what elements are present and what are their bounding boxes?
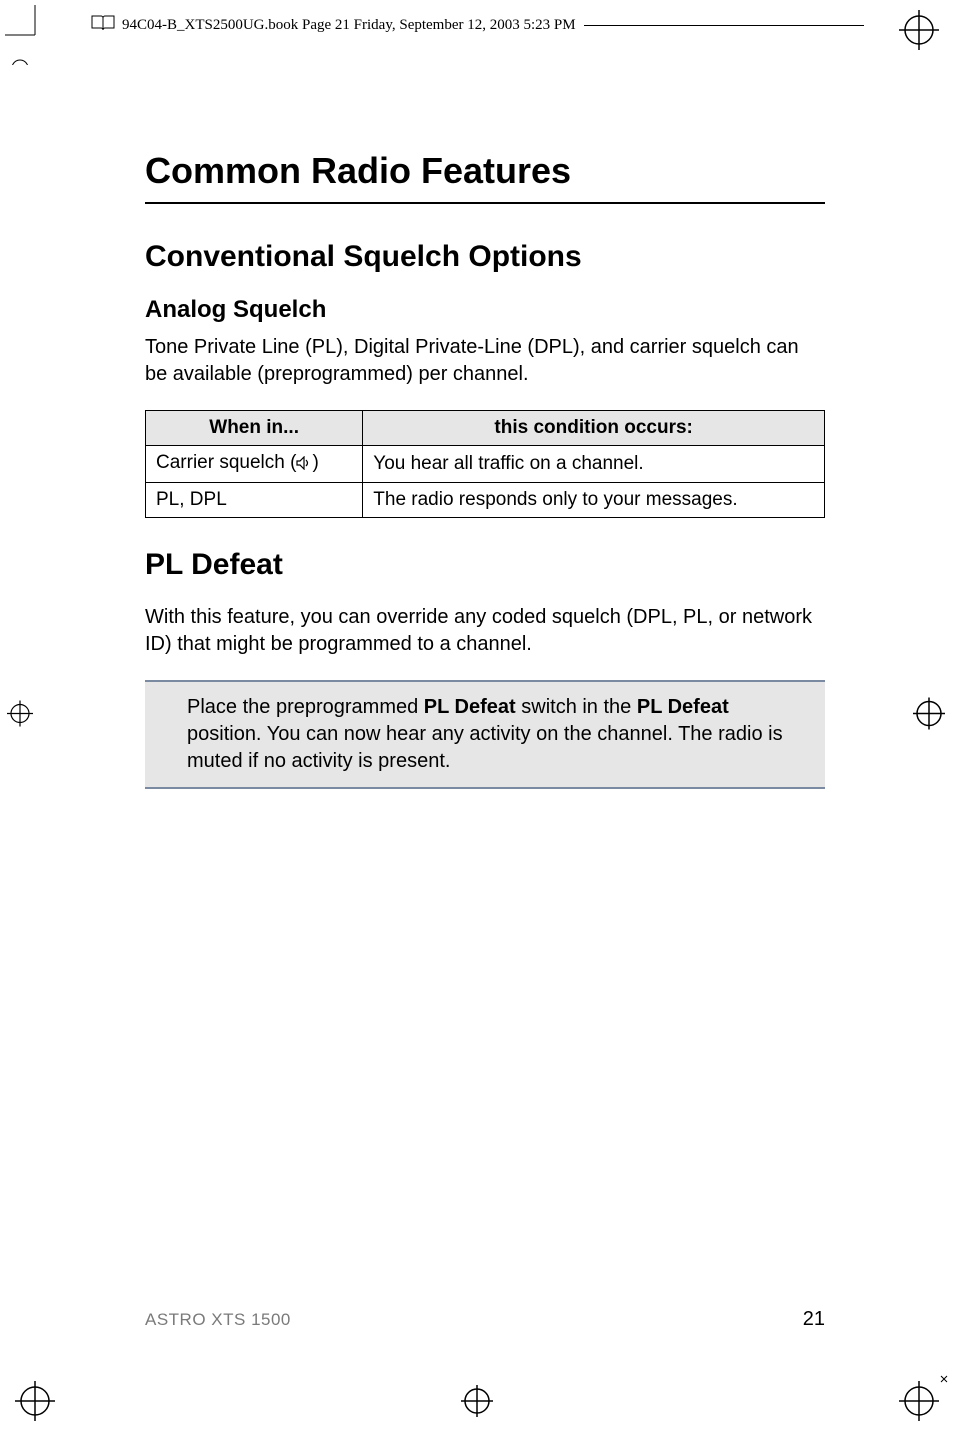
carrier-squelch-label-pre: Carrier squelch ( (156, 452, 296, 473)
running-header: 94C04-B_XTS2500UG.book Page 21 Friday, S… (90, 15, 864, 35)
callout-bold-2: PL Defeat (637, 696, 729, 718)
callout-bold-1: PL Defeat (424, 696, 516, 718)
crop-mark-tl (5, 5, 65, 65)
page-footer: ASTRO XTS 1500 21 (145, 1308, 825, 1331)
page-title: Common Radio Features (145, 150, 825, 192)
callout-box: Place the preprogrammed PL Defeat switch… (145, 680, 825, 789)
speaker-icon (296, 454, 312, 476)
callout-text: Place the preprogrammed PL Defeat switch… (145, 682, 825, 787)
running-header-text: 94C04-B_XTS2500UG.book Page 21 Friday, S… (122, 17, 576, 34)
section-heading-pl-defeat: PL Defeat (145, 548, 825, 582)
subsection-heading-analog-squelch: Analog Squelch (145, 296, 825, 324)
crop-mark-left-center (5, 698, 35, 733)
table-header-row: When in... this condition occurs: (146, 411, 825, 446)
page-content: Common Radio Features Conventional Squel… (145, 150, 825, 789)
table-row: Carrier squelch () You hear all traffic … (146, 446, 825, 483)
table-cell-pl-dpl: PL, DPL (146, 483, 363, 518)
title-rule (145, 202, 825, 204)
callout-text-post: position. You can now hear any activity … (187, 723, 783, 772)
crop-mark-tr (889, 5, 949, 65)
squelch-condition-table: When in... this condition occurs: Carrie… (145, 410, 825, 518)
callout-text-mid: switch in the (516, 696, 637, 718)
table-cell-pl-dpl-desc: The radio responds only to your messages… (363, 483, 825, 518)
table-header-when-in: When in... (146, 411, 363, 446)
crop-mark-bottom-center (457, 1381, 497, 1426)
table-row: PL, DPL The radio responds only to your … (146, 483, 825, 518)
footer-page-number: 21 (803, 1308, 825, 1331)
crop-mark-bl (5, 1366, 65, 1426)
book-icon (90, 13, 116, 38)
crop-mark-right-center (909, 693, 949, 738)
table-cell-carrier-squelch-desc: You hear all traffic on a channel. (363, 446, 825, 483)
table-cell-carrier-squelch: Carrier squelch () (146, 446, 363, 483)
pl-defeat-body: With this feature, you can override any … (145, 604, 825, 658)
callout-text-pre: Place the preprogrammed (187, 696, 424, 718)
crop-mark-br (889, 1366, 949, 1426)
footer-model: ASTRO XTS 1500 (145, 1310, 291, 1330)
section-heading-squelch-options: Conventional Squelch Options (145, 240, 825, 274)
analog-squelch-body: Tone Private Line (PL), Digital Private-… (145, 334, 825, 388)
carrier-squelch-label-post: ) (312, 452, 318, 473)
table-header-condition: this condition occurs: (363, 411, 825, 446)
